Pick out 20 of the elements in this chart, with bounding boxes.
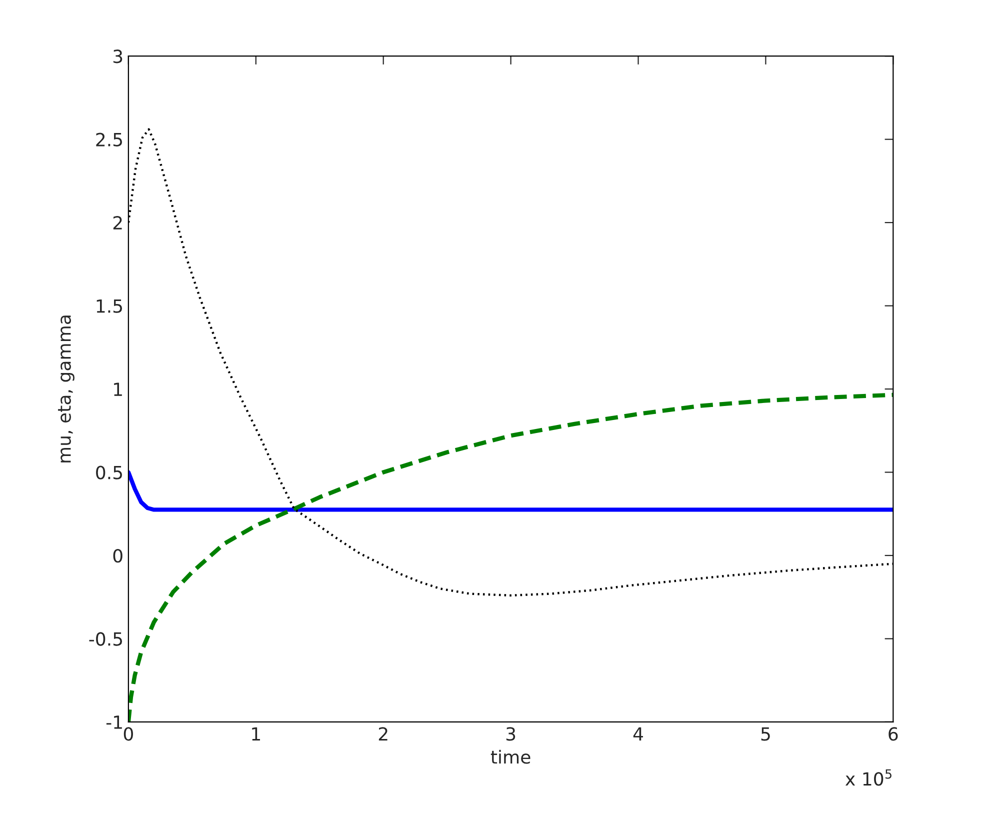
- x-tick-label: 1: [252, 727, 260, 741]
- line-series: [128, 470, 894, 512]
- y-tick-label: -0.5: [89, 632, 122, 646]
- y-tick-label: 1.5: [96, 299, 122, 313]
- x-tick-label: 5: [761, 727, 770, 741]
- x-tick-label: 0: [124, 727, 133, 741]
- y-tick-label: 0.5: [96, 466, 122, 480]
- y-tick-label: -1: [106, 716, 122, 729]
- y-tick-label: 3: [113, 50, 122, 64]
- x-tick-label: 6: [888, 727, 898, 741]
- x-tick-label: 2: [378, 727, 388, 741]
- y-tick-label: 1: [114, 382, 122, 396]
- y-tick-label: 2.5: [96, 132, 122, 146]
- y-tick-label: 0: [113, 548, 122, 563]
- x-axis-title: time: [490, 750, 530, 764]
- y-axis-title: mu, eta, gamma: [58, 316, 74, 462]
- x-tick-label: 3: [506, 727, 516, 741]
- x-tick-label: 4: [633, 727, 643, 741]
- y-tick-label: 2: [113, 216, 122, 230]
- text: x 10$^{5}$: [845, 769, 892, 786]
